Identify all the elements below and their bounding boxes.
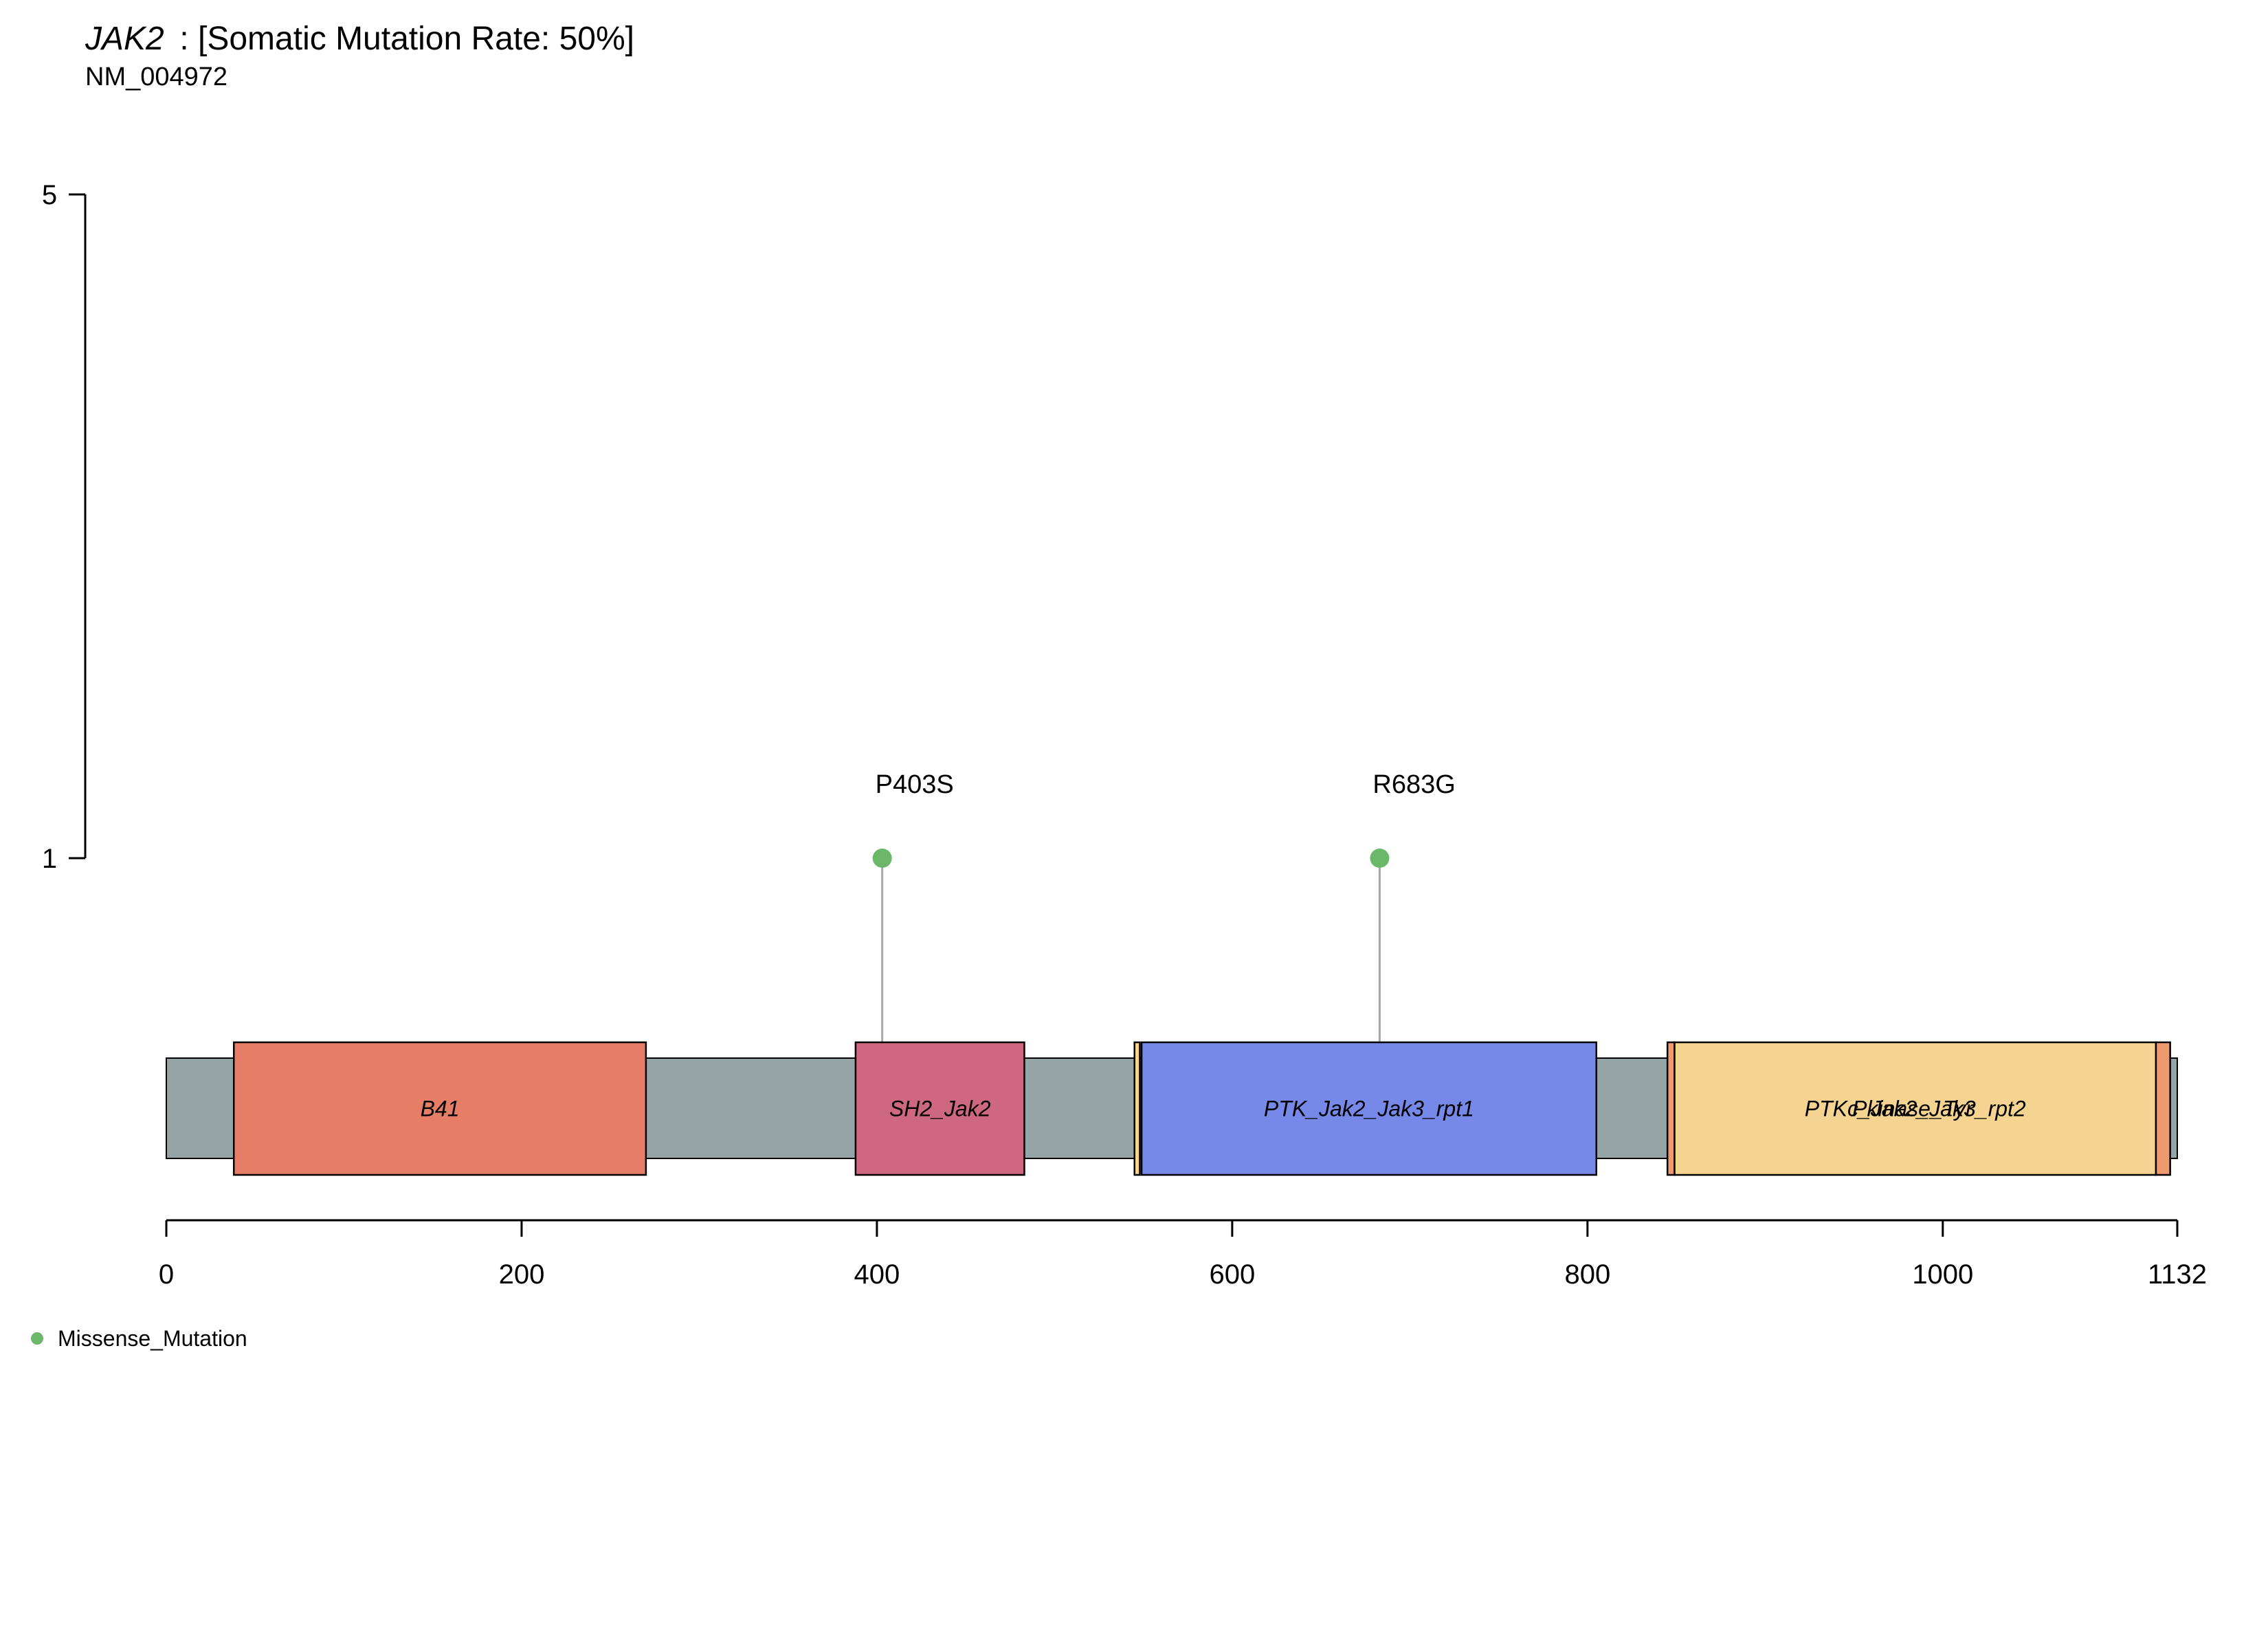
x-tick-label: 400	[854, 1259, 900, 1290]
y-tick-label: 5	[42, 180, 57, 210]
y-tick-label: 1	[42, 844, 57, 874]
chart-subtitle: NM_004972	[85, 63, 227, 91]
legend-label: Missense_Mutation	[58, 1326, 247, 1351]
domain-box	[232, 1041, 647, 1176]
mutation-label: P403S	[876, 770, 954, 799]
mutation-label: R683G	[1372, 770, 1455, 799]
domain-box	[1140, 1041, 1598, 1176]
mutation-point	[1370, 849, 1390, 868]
x-tick-label: 0	[159, 1259, 174, 1290]
x-tick-label: 800	[1564, 1259, 1610, 1290]
x-tick-label: 1000	[1912, 1259, 1973, 1290]
mutation-heads	[872, 849, 1390, 868]
protein-track: B41 SH2_Jak2 PTK_Jak2_Jak3_rpt1 PTKc_Jak2_J…	[166, 1041, 2178, 1176]
domain-box	[2155, 1041, 2171, 1176]
mutation-point	[872, 849, 892, 868]
domain-box	[1666, 1041, 1676, 1176]
x-tick-label: 600	[1210, 1259, 1256, 1290]
domain-label: PTK_Jak2_Jak3_rpt1	[1264, 1097, 1474, 1121]
chart-title-gene: JAK2	[85, 21, 164, 57]
domain-label: PTKc_Jak2_Jak3_rpt2	[1805, 1097, 2026, 1121]
domain-box	[854, 1041, 1025, 1176]
x-tick-label: 1132	[2148, 1259, 2207, 1290]
domain-label: B41	[421, 1097, 460, 1121]
legend-marker	[31, 1332, 43, 1345]
legend: Missense_Mutation	[31, 1326, 247, 1351]
domain-label: SH2_Jak2	[889, 1097, 991, 1121]
x-axis: 0 200 400 600 800 1000 1132	[159, 1219, 2207, 1290]
domain-label: Pkinase_Tyr	[1852, 1097, 1974, 1121]
y-axis: 15	[42, 180, 87, 874]
chart-title-rate: : [Somatic Mutation Rate: 50%]	[170, 21, 634, 57]
domain-box	[1133, 1041, 1141, 1176]
domain-box	[1674, 1041, 2157, 1176]
mutation-stems: P403S R683G	[876, 770, 1456, 1042]
x-tick-label: 200	[499, 1259, 545, 1290]
